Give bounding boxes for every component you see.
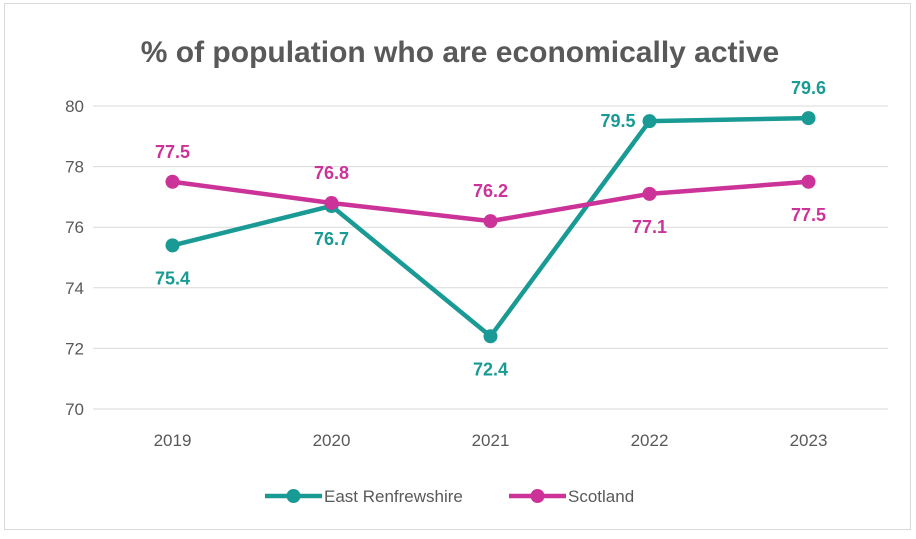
- data-point: [324, 195, 339, 210]
- data-label: 76.2: [473, 181, 508, 201]
- series-2: [165, 174, 816, 229]
- data-label: 75.4: [155, 268, 190, 288]
- data-point: [801, 174, 816, 189]
- data-label: 76.8: [314, 163, 349, 183]
- legend-label: East Renfrewshire: [324, 487, 463, 506]
- y-axis-ticks: 70 72 74 76 78 80: [65, 97, 84, 419]
- data-point: [642, 114, 657, 129]
- legend-label: Scotland: [568, 487, 634, 506]
- data-label: 77.5: [155, 142, 190, 162]
- y-tick-label: 70: [65, 400, 84, 419]
- chart-title: % of population who are economically act…: [141, 36, 779, 69]
- legend-marker: [286, 489, 301, 503]
- data-point: [483, 214, 498, 229]
- data-label: 79.5: [600, 111, 635, 131]
- y-tick-label: 72: [65, 339, 84, 358]
- chart-border: [4, 3, 911, 530]
- x-tick-label: 2020: [313, 431, 351, 450]
- data-point: [642, 186, 657, 201]
- data-label: 77.5: [791, 205, 826, 225]
- y-tick-label: 80: [65, 97, 84, 116]
- data-point: [801, 111, 816, 126]
- legend: East Renfrewshire Scotland: [265, 487, 634, 506]
- data-label: 77.1: [632, 217, 667, 237]
- data-point: [483, 329, 498, 344]
- y-tick-label: 76: [65, 218, 84, 237]
- data-labels: 75.4 76.7 72.4 79.5 79.6 77.5 76.8 76.2 77.1 77.5: [155, 78, 826, 379]
- data-label: 76.7: [314, 229, 349, 249]
- data-label: 79.6: [791, 78, 826, 98]
- x-tick-label: 2023: [790, 431, 828, 450]
- legend-item-1: East Renfrewshire: [265, 487, 463, 506]
- x-tick-label: 2021: [472, 431, 510, 450]
- gridlines: [93, 105, 888, 410]
- x-tick-label: 2022: [631, 431, 669, 450]
- data-point: [165, 174, 180, 189]
- series-1: [165, 111, 816, 344]
- legend-marker: [530, 489, 545, 503]
- legend-item-2: Scotland: [509, 487, 634, 506]
- data-point: [165, 238, 180, 253]
- series-lines: [165, 111, 816, 344]
- y-tick-label: 78: [65, 158, 84, 177]
- data-label: 72.4: [473, 359, 508, 379]
- x-axis-ticks: 2019 2020 2021 2022 2023: [154, 431, 828, 450]
- y-tick-label: 74: [65, 279, 84, 298]
- x-tick-label: 2019: [154, 431, 192, 450]
